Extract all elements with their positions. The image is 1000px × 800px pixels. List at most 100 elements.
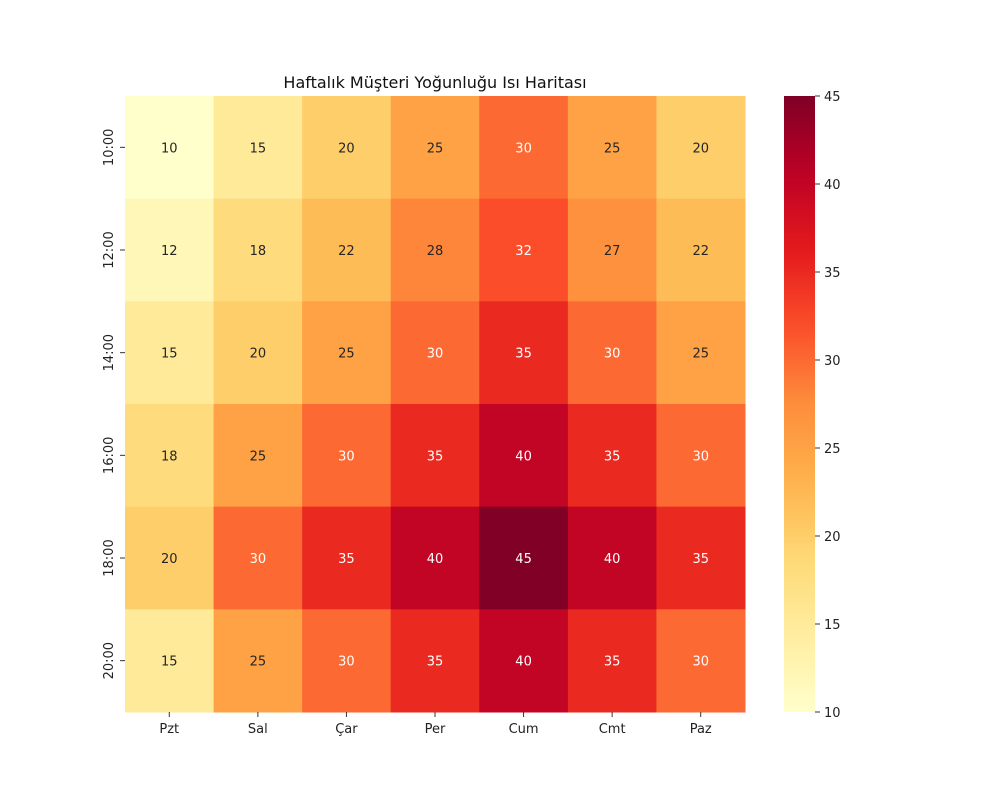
cell-value-label: 35 [515,347,532,362]
cell-value-label: 35 [604,655,621,670]
cell-value-label: 18 [161,449,178,464]
heatmap-cell [390,506,480,610]
heatmap-cell [213,198,303,302]
heatmap-cell [656,404,746,508]
cell-value-label: 15 [161,655,178,670]
cell-value-label: 27 [604,244,621,259]
heatmap-cell [567,301,657,405]
chart-title: Haftalık Müşteri Yoğunluğu Isı Haritası [283,73,586,92]
cell-value-label: 12 [161,244,178,259]
cell-value-label: 30 [427,347,444,362]
colorbar-tick-label: 10 [824,706,841,721]
cell-value-label: 35 [427,449,444,464]
cell-value-label: 22 [692,244,709,259]
heatmap-cell [479,404,569,508]
y-tick-label: 12:00 [102,231,117,268]
heatmap-cell [479,96,569,200]
cell-value-label: 22 [338,244,355,259]
colorbar-tick-label: 35 [824,266,841,281]
heatmap-cell [125,609,215,713]
x-tick-label: Pzt [159,722,179,737]
heatmap-cell [125,506,215,610]
y-tick-label: 18:00 [102,539,117,576]
y-tick-label: 14:00 [102,334,117,371]
x-tick-label: Paz [690,722,712,737]
heatmap-cell [213,96,303,200]
heatmap-cell [213,301,303,405]
cell-value-label: 30 [338,449,355,464]
cell-value-label: 30 [515,141,532,156]
y-tick-label: 10:00 [102,129,117,166]
heatmap-cell [390,96,480,200]
cell-value-label: 20 [250,347,267,362]
cell-value-label: 45 [515,552,532,567]
heatmap-cell [213,506,303,610]
heatmap-cell [302,506,392,610]
heatmap-cell [390,404,480,508]
y-tick-label: 20:00 [102,642,117,679]
heatmap-cell [302,404,392,508]
cell-value-label: 40 [515,449,532,464]
y-axis: 10:00 12:00 14:00 16:00 18:00 20:00 [102,129,125,679]
heatmap-cell [125,301,215,405]
heatmap-cell [479,609,569,713]
heatmap-cell [213,609,303,713]
colorbar-tick-label: 30 [824,354,841,369]
cell-value-label: 32 [515,244,532,259]
x-axis: Pzt Sal Çar Per Cum Cmt Paz [159,712,712,737]
cell-value-label: 35 [692,552,709,567]
cell-value-label: 18 [250,244,267,259]
heatmap-cell [567,506,657,610]
cell-value-label: 10 [161,141,178,156]
colorbar [784,96,815,712]
heatmap-cell [302,198,392,302]
cell-value-label: 25 [250,655,267,670]
heatmap-cell [567,609,657,713]
cell-value-label: 20 [692,141,709,156]
cell-value-label: 25 [250,449,267,464]
colorbar-axis: 10 15 20 25 30 35 40 45 [815,90,841,721]
colorbar-tick-label: 20 [824,530,841,545]
x-tick-label: Çar [335,722,358,737]
heatmap-cell [479,198,569,302]
cell-value-label: 30 [604,347,621,362]
cell-value-label: 20 [338,141,355,156]
heatmap-cell [656,506,746,610]
heatmap-cell [125,198,215,302]
cell-value-label: 25 [604,141,621,156]
x-tick-label: Sal [248,722,268,737]
colorbar-tick-label: 15 [824,618,841,633]
cell-value-label: 25 [692,347,709,362]
cell-value-label: 25 [427,141,444,156]
heatmap-cell [302,301,392,405]
x-tick-label: Cum [509,722,539,737]
colorbar-tick-label: 45 [824,90,841,105]
heatmap-cell [125,404,215,508]
cell-value-label: 15 [161,347,178,362]
cell-value-label: 30 [338,655,355,670]
cell-value-label: 40 [604,552,621,567]
heatmap-cell [656,198,746,302]
cell-value-label: 30 [692,449,709,464]
cell-value-label: 35 [427,655,444,670]
cell-value-label: 35 [338,552,355,567]
heatmap-cell [567,96,657,200]
cell-value-label: 30 [692,655,709,670]
heatmap-cell [656,96,746,200]
heatmap-cell [656,301,746,405]
heatmap-cell [390,609,480,713]
cell-value-label: 40 [515,655,532,670]
heatmap-cell [567,404,657,508]
cell-value-label: 20 [161,552,178,567]
heatmap-cell [302,96,392,200]
cell-value-label: 25 [338,347,355,362]
colorbar-tick-label: 40 [824,178,841,193]
heatmap-cell [302,609,392,713]
heatmap-cell [390,301,480,405]
colorbar-tick-label: 25 [824,442,841,457]
x-tick-label: Per [425,722,446,737]
heatmap-cell [390,198,480,302]
heatmap-cell [567,198,657,302]
heatmap-grid: 10 15 20 25 30 25 20 12 18 22 28 32 27 22 15 20 25 30 35 30… [125,96,746,713]
